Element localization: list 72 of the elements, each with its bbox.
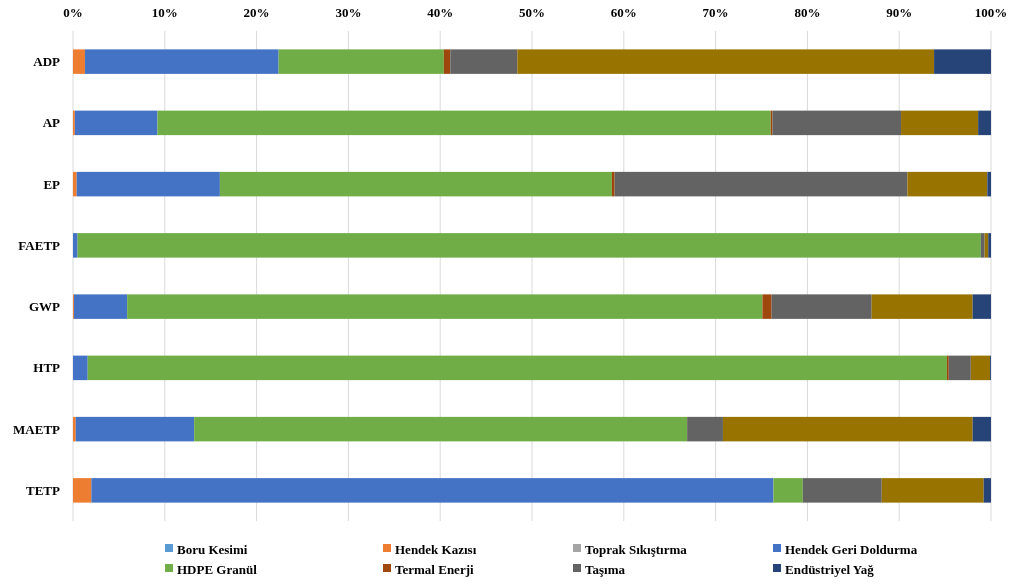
bar <box>443 49 451 74</box>
bar <box>980 233 985 258</box>
y-tick-label: HTP <box>33 360 61 376</box>
bar <box>450 49 518 74</box>
bar <box>948 355 971 381</box>
y-tick-label: GWP <box>28 299 61 315</box>
legend-label: Endüstriyel Yağ <box>785 561 875 577</box>
bar <box>970 355 991 381</box>
bar <box>687 416 723 442</box>
bar <box>73 416 76 442</box>
bar <box>972 416 991 442</box>
y-tick-label: FAETP <box>18 237 61 253</box>
y-tick-label: AP <box>42 115 61 131</box>
bar <box>771 294 872 319</box>
bar <box>773 478 803 503</box>
bar <box>219 171 612 197</box>
bar <box>907 171 988 197</box>
legend-label: Hendek Kazısı <box>395 541 477 557</box>
bar <box>74 110 158 136</box>
bar <box>73 478 92 503</box>
bar <box>73 294 128 319</box>
bar <box>76 171 220 197</box>
x-tick-label: 10% <box>151 5 178 20</box>
bar <box>75 416 195 442</box>
legend-label: Termal Enerji <box>395 561 474 577</box>
y-tick-label: ADP <box>33 54 61 70</box>
legend-label: Boru Kesimi <box>177 541 248 557</box>
x-tick-label: 0% <box>63 5 83 20</box>
bar <box>611 171 615 197</box>
bar <box>881 478 984 503</box>
y-tick-label: EP <box>43 176 61 192</box>
y-tick-label: MAETP <box>13 421 61 437</box>
bar <box>73 355 88 381</box>
bar <box>157 110 771 136</box>
bar <box>517 49 935 74</box>
bar <box>978 110 991 136</box>
bar <box>91 478 774 503</box>
bar <box>772 110 902 136</box>
x-tick-label: 70% <box>702 5 729 20</box>
x-tick-label: 80% <box>794 5 821 20</box>
bar <box>988 233 991 258</box>
bar <box>77 233 981 258</box>
bar <box>278 49 444 74</box>
x-tick-label: 40% <box>427 5 454 20</box>
bar <box>934 49 991 74</box>
bar <box>972 294 991 319</box>
bar <box>762 294 772 319</box>
bar <box>73 233 78 258</box>
bar <box>194 416 688 442</box>
bar <box>127 294 763 319</box>
bar <box>987 171 991 197</box>
x-tick-label: 20% <box>243 5 270 20</box>
legend-label: Taşıma <box>585 561 626 577</box>
bar <box>722 416 973 442</box>
bar <box>802 478 882 503</box>
x-tick-label: 60% <box>610 5 637 20</box>
bar <box>983 478 991 503</box>
y-tick-label: TETP <box>26 482 61 498</box>
x-tick-label: 30% <box>335 5 362 20</box>
bar <box>84 49 279 74</box>
bar <box>901 110 979 136</box>
bar <box>87 355 947 381</box>
legend-label: Toprak Sıkıştırma <box>585 541 688 557</box>
bar <box>73 49 85 74</box>
legend-label: Hendek Geri Doldurma <box>785 541 918 557</box>
legend-label: HDPE Granül <box>177 561 258 577</box>
x-tick-label: 50% <box>519 5 545 20</box>
bar <box>73 171 77 197</box>
x-tick-label: 100% <box>974 5 1008 20</box>
x-tick-label: 90% <box>886 5 913 20</box>
bar <box>871 294 973 319</box>
bar <box>614 171 908 197</box>
